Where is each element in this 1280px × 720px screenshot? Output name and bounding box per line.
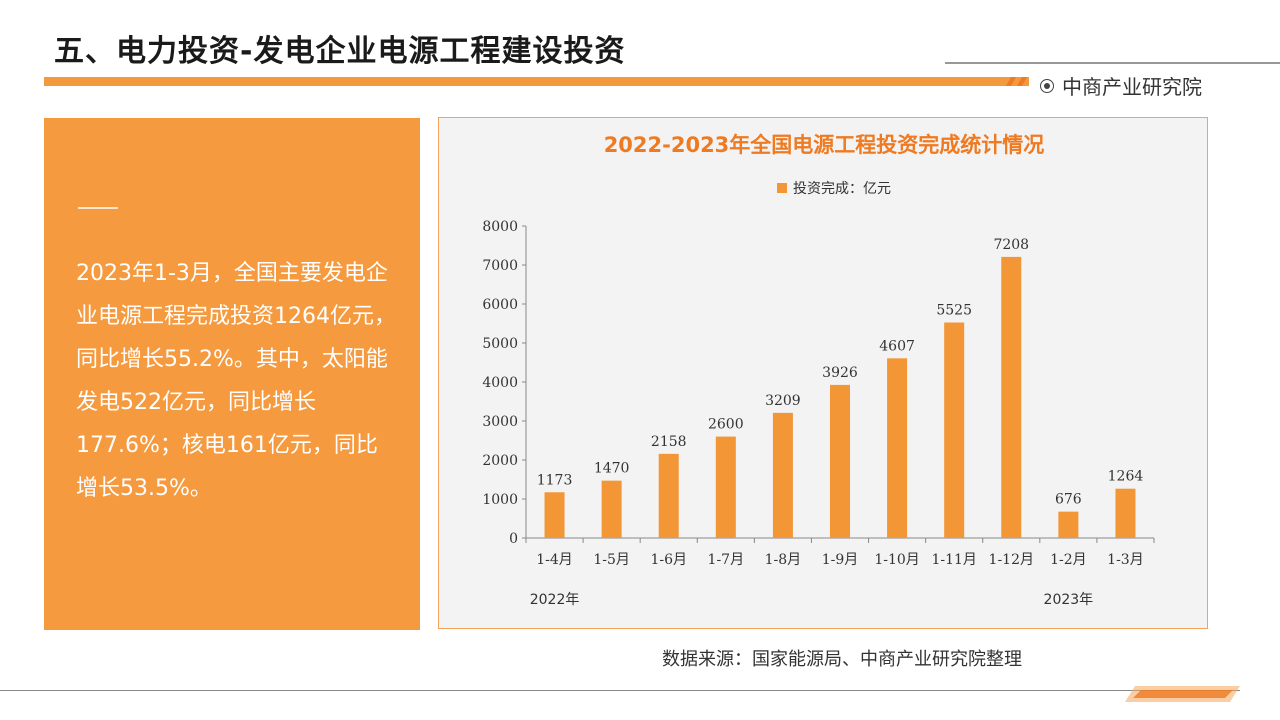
chart-panel	[438, 117, 1208, 629]
y-tick-label: 0	[509, 531, 518, 547]
target-icon	[1040, 78, 1054, 93]
x-tick-label: 1-12月	[989, 552, 1034, 568]
x-tick-label: 1-9月	[822, 552, 859, 568]
chart-title: 2022-2023年全国电源工程投资完成统计情况	[604, 133, 1045, 157]
y-tick-label: 8000	[482, 219, 518, 235]
x-tick-label: 1-4月	[536, 552, 573, 568]
bar	[1115, 488, 1136, 538]
data-label: 3926	[822, 365, 858, 381]
x-tick-label: 1-5月	[593, 552, 630, 568]
summary-divider	[78, 207, 118, 209]
summary-panel	[44, 118, 420, 630]
x-tick-label: 1-8月	[765, 552, 802, 568]
data-label: 3209	[765, 393, 801, 409]
footer-line	[0, 690, 1240, 691]
year-label: 2023年	[1044, 592, 1094, 608]
data-label: 4607	[879, 338, 915, 354]
x-tick-label: 1-3月	[1107, 552, 1144, 568]
page-title: 五、电力投资-发电企业电源工程建设投资	[54, 34, 626, 69]
header-divider	[945, 62, 1280, 64]
summary-text: 2023年1-3月，全国主要发电企业电源工程完成投资1264亿元，同比增长55.…	[76, 261, 396, 501]
data-label: 1264	[1108, 469, 1144, 485]
brand-logo: 中商产业研究院	[1040, 71, 1202, 100]
data-source: 数据来源：国家能源局、中商产业研究院整理	[662, 649, 1022, 670]
bar	[887, 358, 908, 538]
bar	[944, 322, 965, 538]
x-tick-label: 1-2月	[1050, 552, 1087, 568]
bar	[715, 436, 736, 538]
data-label: 676	[1055, 492, 1082, 508]
y-tick-label: 6000	[482, 297, 518, 313]
x-tick-label: 1-6月	[650, 552, 687, 568]
title-underline	[44, 77, 1029, 86]
x-tick-label: 1-7月	[708, 552, 745, 568]
legend-swatch	[777, 183, 787, 193]
x-tick-label: 1-10月	[874, 552, 919, 568]
footer-stripes	[1125, 686, 1240, 702]
bar	[1058, 511, 1079, 538]
y-tick-label: 3000	[482, 414, 518, 430]
bar	[1001, 256, 1022, 538]
x-tick-label: 1-11月	[931, 552, 976, 568]
bar	[658, 453, 679, 538]
y-tick-label: 2000	[482, 453, 518, 469]
bar	[772, 412, 793, 538]
bar	[830, 384, 850, 538]
legend-label: 投资完成：亿元	[793, 181, 891, 197]
data-label: 1470	[594, 461, 630, 477]
data-label: 2158	[651, 434, 687, 450]
data-label: 1173	[537, 472, 573, 488]
bar	[544, 492, 565, 538]
y-tick-label: 7000	[482, 258, 518, 274]
y-tick-label: 1000	[482, 492, 518, 508]
data-label: 7208	[993, 237, 1029, 253]
bar	[601, 480, 622, 538]
brand-name: 中商产业研究院	[1062, 75, 1202, 99]
y-tick-label: 4000	[482, 375, 518, 391]
header-stripes	[1006, 77, 1027, 86]
year-label: 2022年	[530, 592, 580, 608]
data-label: 5525	[936, 303, 972, 319]
data-label: 2600	[708, 417, 744, 433]
y-tick-label: 5000	[482, 336, 518, 352]
